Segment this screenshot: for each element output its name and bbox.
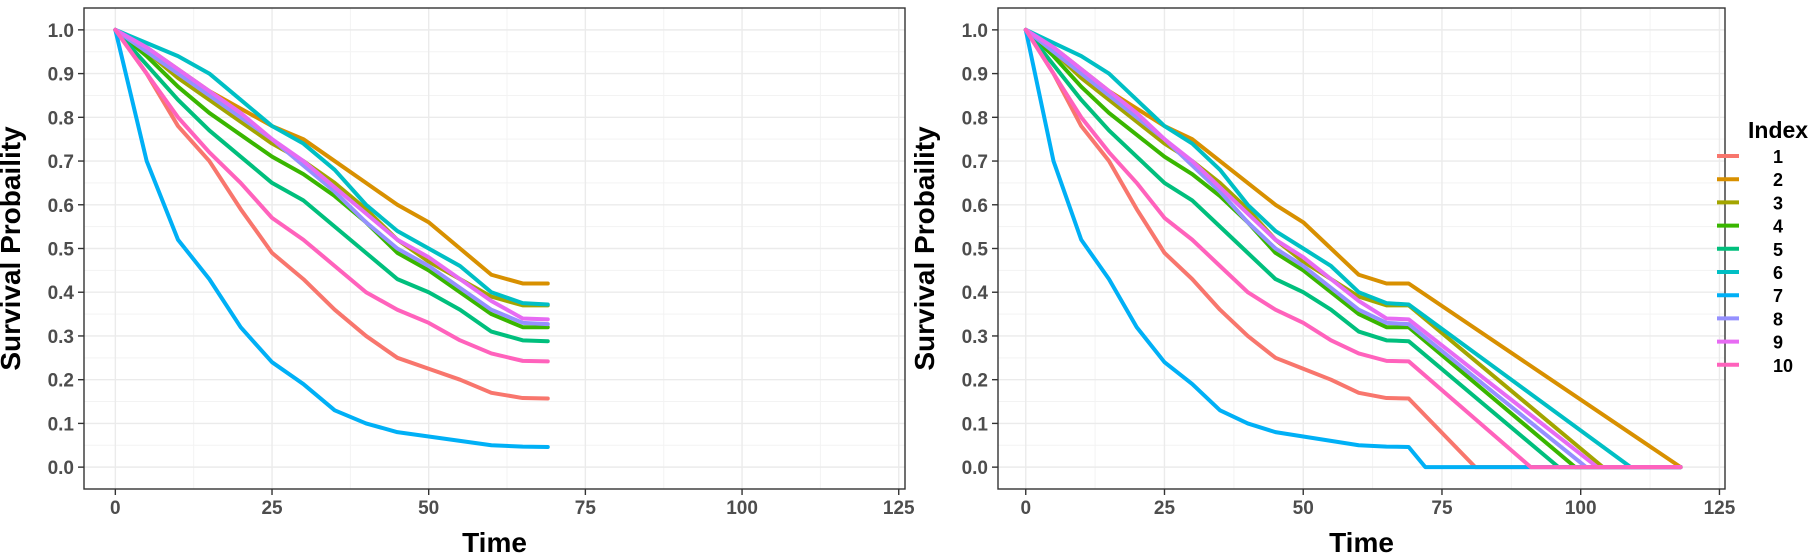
y-tick-label: 0.5 xyxy=(48,240,75,261)
y-tick-label: 0.6 xyxy=(48,196,74,217)
series-line-9 xyxy=(1023,27,1683,470)
x-tick-label: 75 xyxy=(1431,498,1453,519)
series-line-7 xyxy=(1023,27,1683,470)
left-panel: 0 25 50 75 100 125 0.0 0.1 0.2 0.3 0.4 0.5 0.6 0.7 0.8… xyxy=(0,7,915,557)
series-line-3 xyxy=(113,27,550,308)
x-tick-label: 25 xyxy=(261,498,283,519)
y-tick-label: 0.8 xyxy=(48,108,74,129)
legend-label-5: 5 xyxy=(1773,240,1783,260)
legend-title: Index xyxy=(1748,117,1808,143)
y-tick-label: 0.1 xyxy=(48,414,75,435)
y-tick-label: 0.9 xyxy=(48,65,74,86)
x-tick-label: 125 xyxy=(1704,498,1736,519)
y-tick-label: 0.7 xyxy=(962,152,988,173)
y-tick-label: 0.6 xyxy=(962,196,988,217)
series-line-6 xyxy=(113,27,550,307)
y-tick-label: 0.8 xyxy=(962,108,988,129)
series-line-7 xyxy=(113,27,550,450)
x-axis-title: Time xyxy=(462,527,527,557)
series-line-1 xyxy=(113,27,550,401)
x-tick-label: 75 xyxy=(575,498,597,519)
series-line-5 xyxy=(113,27,550,344)
series-line-1 xyxy=(1023,27,1683,470)
y-axis-title: Survival Probaility xyxy=(909,126,940,371)
x-tick-label: 100 xyxy=(1565,498,1597,519)
legend-label-6: 6 xyxy=(1773,263,1783,283)
x-tick-label: 50 xyxy=(1293,498,1314,519)
legend-label-8: 8 xyxy=(1773,309,1783,329)
y-axis-title: Survival Probaility xyxy=(0,126,26,371)
series-line-10 xyxy=(113,27,550,364)
x-tick-label: 25 xyxy=(1154,498,1176,519)
y-tick-label: 0.7 xyxy=(48,152,74,173)
legend-label-10: 10 xyxy=(1773,356,1793,376)
y-tick-label: 0.2 xyxy=(962,371,988,392)
y-tick-label: 0.3 xyxy=(48,327,74,348)
y-tick-label: 0.5 xyxy=(962,240,989,261)
y-tick-label: 0.3 xyxy=(962,327,988,348)
series-line-5 xyxy=(1023,27,1683,470)
series-line-6 xyxy=(1023,27,1683,470)
x-tick-label: 100 xyxy=(726,498,758,519)
legend-label-9: 9 xyxy=(1773,333,1783,353)
y-tick-label: 0.1 xyxy=(962,414,989,435)
legend-label-4: 4 xyxy=(1773,217,1783,237)
x-tick-label: 0 xyxy=(110,498,121,519)
y-tick-label: 0.4 xyxy=(48,283,75,304)
legend-label-1: 1 xyxy=(1773,147,1783,167)
y-tick-label: 0.4 xyxy=(962,283,989,304)
legend: Index 1 2 3 4 5 6 7 8 9 10 xyxy=(1717,117,1808,376)
y-tick-label: 0.0 xyxy=(962,458,988,479)
y-tick-label: 1.0 xyxy=(48,21,74,42)
series-line-10 xyxy=(1023,27,1683,470)
x-tick-label: 0 xyxy=(1020,498,1031,519)
series-line-4 xyxy=(113,27,550,330)
x-tick-label: 50 xyxy=(418,498,439,519)
y-tick-label: 1.0 xyxy=(962,21,988,42)
x-axis-title: Time xyxy=(1329,527,1394,557)
series-line-8 xyxy=(113,27,550,327)
y-tick-label: 0.2 xyxy=(48,371,74,392)
y-tick-label: 0.9 xyxy=(962,65,988,86)
legend-label-2: 2 xyxy=(1773,170,1783,190)
series-line-8 xyxy=(1023,27,1683,470)
right-panel: 0 25 50 75 100 125 0.0 0.1 0.2 0.3 0.4 0.5 0.6 0.7 0.8… xyxy=(909,7,1736,557)
y-tick-label: 0.0 xyxy=(48,458,74,479)
series-line-9 xyxy=(113,27,550,322)
legend-label-7: 7 xyxy=(1773,286,1783,306)
legend-label-3: 3 xyxy=(1773,193,1783,213)
x-tick-label: 125 xyxy=(883,498,915,519)
